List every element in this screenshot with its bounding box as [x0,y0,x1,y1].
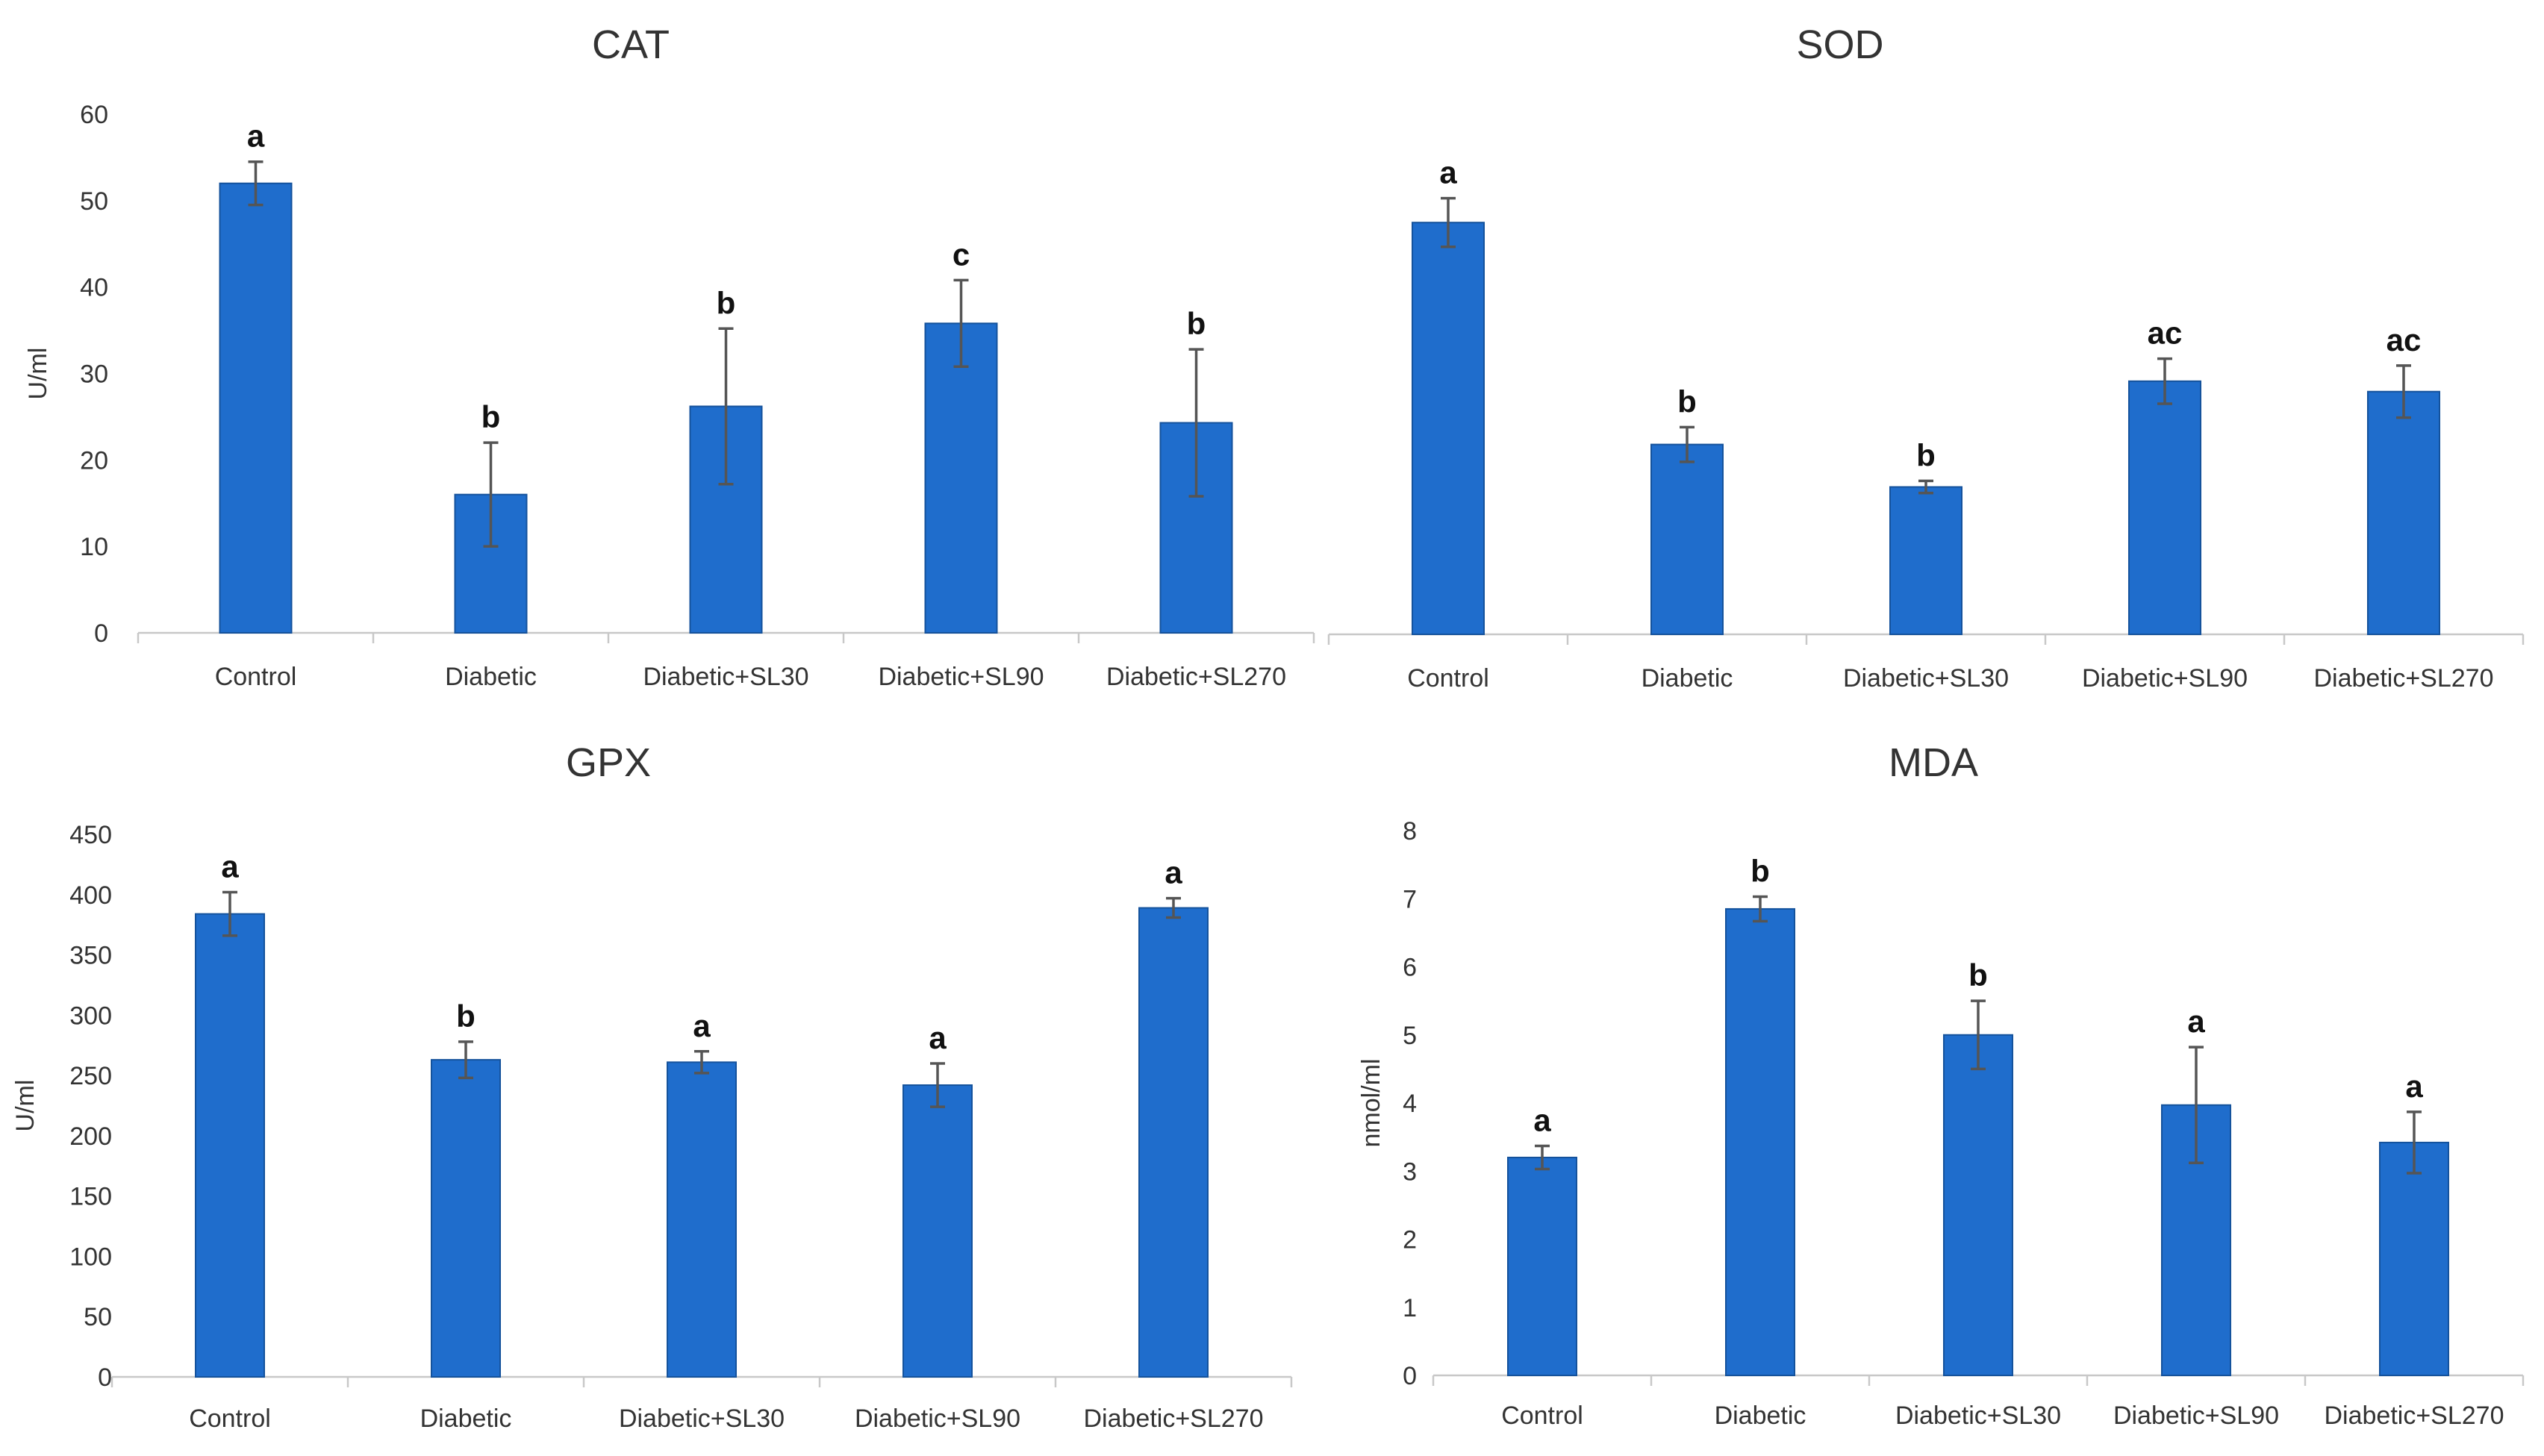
x-tick-label: Control [189,1405,271,1433]
significance-label: b [456,999,476,1034]
bar [1650,443,1724,635]
bar [2367,390,2440,635]
y-tick-label: 3 [1403,1157,1417,1186]
y-axis-label: U/ml [11,1080,40,1132]
x-tick-label: Diabetic [445,663,537,691]
x-tick-label: Diabetic+SL270 [2313,664,2493,693]
significance-label: a [1439,155,1457,190]
y-tick-label: 40 [80,274,108,302]
bar [1138,907,1209,1378]
y-tick-label: 7 [1403,885,1417,913]
x-tick-label: Diabetic+SL270 [1083,1405,1263,1433]
significance-label: ac [2386,322,2422,357]
x-tick-label: Diabetic+SL30 [643,663,808,691]
significance-label: a [1533,1102,1551,1137]
bar [2379,1141,2449,1377]
y-tick-label: 150 [69,1183,112,1211]
y-tick-label: 60 [80,101,108,129]
bar [1943,1034,2013,1376]
significance-label: b [1677,384,1697,419]
y-tick-label: 250 [69,1062,112,1090]
significance-label: a [929,1020,947,1055]
bar [195,913,265,1378]
y-tick-label: 450 [69,821,112,849]
y-tick-label: 30 [80,360,108,389]
bar [1412,222,1485,636]
y-tick-label: 50 [80,187,108,216]
significance-label: a [1165,855,1182,890]
y-tick-label: 2 [1403,1226,1417,1255]
y-tick-label: 0 [1403,1362,1417,1390]
chart-cat: CAT U/ml 0 10 20 30 40 50 60 a Control b Diabetic b Di… [24,22,1315,691]
significance-label: a [693,1008,711,1043]
x-tick-label: Diabetic+SL30 [619,1405,785,1433]
significance-label: c [953,237,970,272]
bar [219,182,293,634]
x-tick-label: Diabetic+SL270 [1106,663,1286,691]
bar [924,322,998,634]
chart-gpx: GPX U/ml 0 50 100 150 200 250 300 350 400 450 a Contr… [11,740,1293,1433]
chart-mda: MDA nmol/ml 0 1 2 3 4 5 6 7 8 a Control b Diabetic b Dia… [1357,740,2525,1430]
x-tick-label: Control [1407,664,1489,693]
x-tick-label: Diabetic [1642,664,1733,693]
chart-title: SOD [1796,22,1883,67]
y-axis-label: nmol/ml [1357,1058,1385,1147]
significance-label: b [1187,306,1206,341]
bar [902,1084,973,1378]
significance-label: b [717,285,736,320]
y-tick-label: 5 [1403,1022,1417,1050]
y-tick-label: 1 [1403,1294,1417,1322]
chart-title: GPX [566,740,651,785]
chart-sod: SOD a Control b Diabetic b Diabetic+SL30 ac Diab… [1327,22,2525,693]
x-tick-label: Diabetic+SL30 [1843,664,2009,693]
x-tick-label: Diabetic+SL90 [878,663,1044,691]
significance-label: a [2405,1069,2423,1104]
y-tick-label: 100 [69,1243,112,1271]
y-tick-label: 0 [94,619,108,648]
y-tick-label: 0 [98,1363,112,1392]
chart-title: MDA [1889,740,1978,785]
significance-label: b [481,399,501,434]
y-tick-label: 10 [80,533,108,561]
bar [1507,1157,1577,1376]
x-tick-label: Diabetic+SL90 [2113,1402,2279,1430]
y-tick-label: 4 [1403,1090,1417,1118]
x-tick-label: Diabetic [1715,1402,1806,1430]
significance-label: ac [2148,316,2183,351]
y-tick-label: 300 [69,1002,112,1030]
chart-title: CAT [592,22,670,67]
bar [1725,907,1795,1376]
significance-label: b [1916,437,1936,472]
y-tick-label: 6 [1403,954,1417,982]
bar [1889,486,1962,635]
significance-label: b [1750,854,1770,889]
x-tick-label: Control [1501,1402,1583,1430]
x-tick-label: Control [215,663,297,691]
y-tick-label: 8 [1403,817,1417,846]
y-tick-label: 350 [69,942,112,970]
significance-label: a [221,849,239,884]
x-tick-label: Diabetic [420,1405,512,1433]
significance-label: a [2187,1004,2205,1039]
significance-label: b [1968,957,1988,993]
bar [2128,380,2201,635]
bar [431,1059,501,1378]
y-tick-label: 400 [69,881,112,910]
significance-label: a [247,119,265,154]
y-tick-label: 200 [69,1122,112,1151]
bar [667,1061,737,1378]
y-tick-label: 20 [80,446,108,475]
y-axis-label: U/ml [24,348,52,400]
y-tick-label: 50 [84,1303,112,1331]
x-tick-label: Diabetic+SL270 [2324,1402,2504,1430]
x-tick-label: Diabetic+SL90 [2082,664,2248,693]
x-tick-label: Diabetic+SL30 [1895,1402,2061,1430]
x-tick-label: Diabetic+SL90 [855,1405,1020,1433]
